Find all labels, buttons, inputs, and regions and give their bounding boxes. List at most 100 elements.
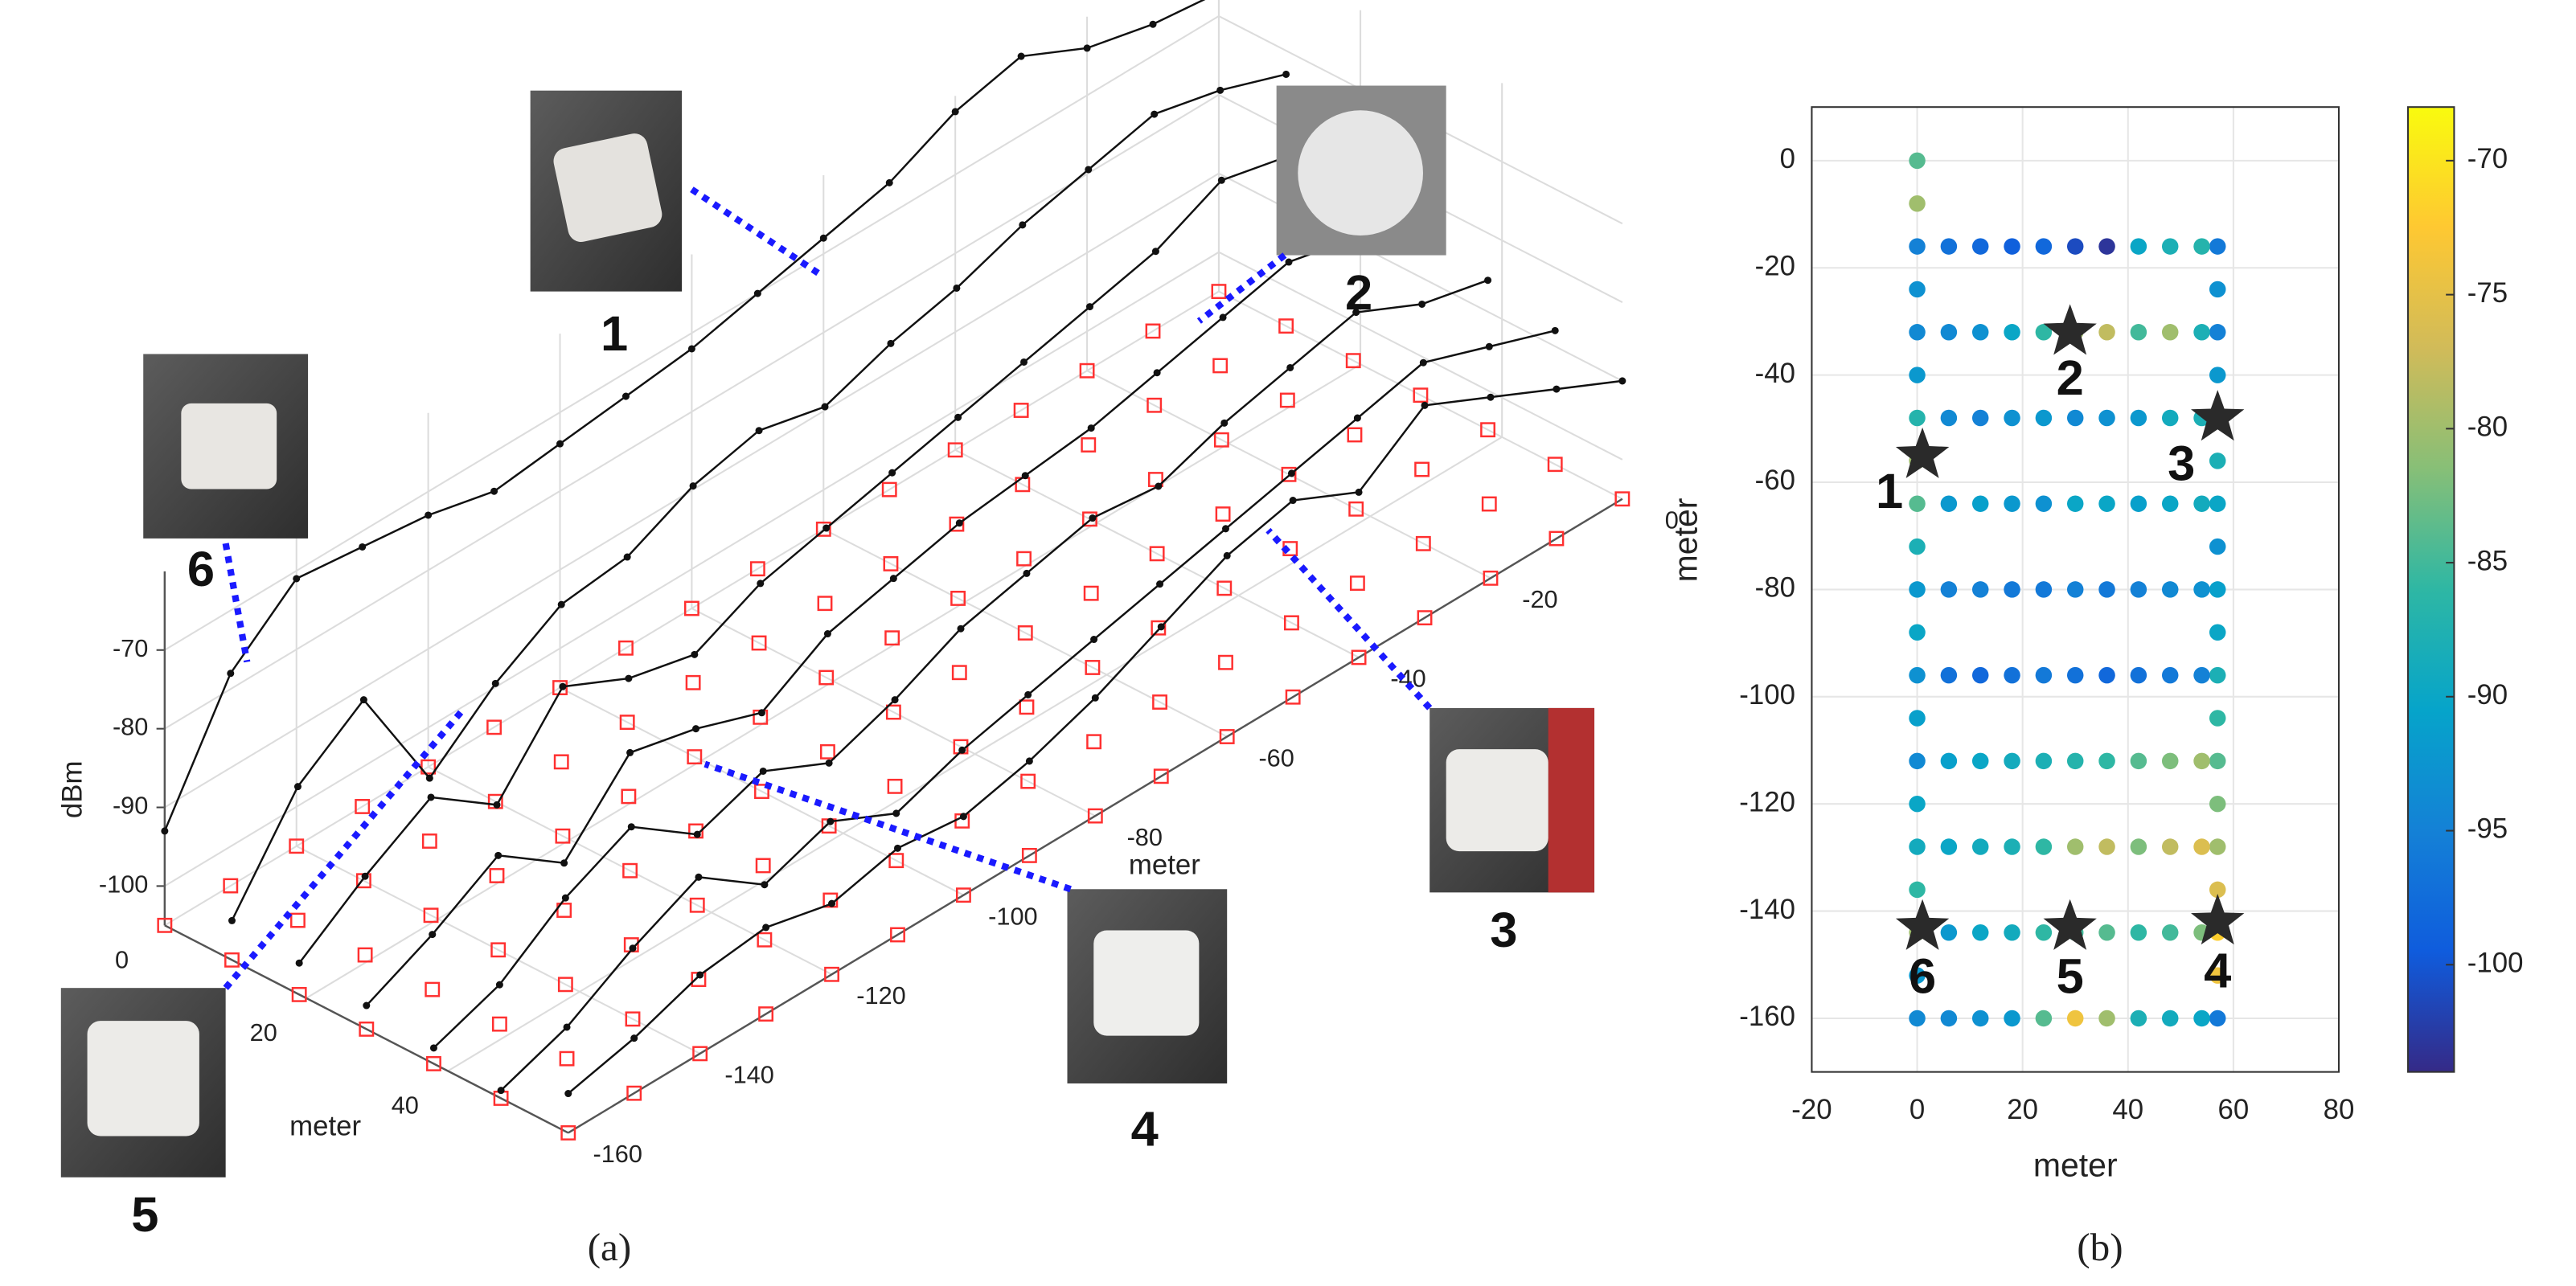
y-tick-label: -120 <box>856 981 905 1010</box>
point <box>2193 581 2210 598</box>
signal-point <box>1355 488 1363 496</box>
signal-point <box>958 746 966 754</box>
route-marker <box>621 788 637 805</box>
point <box>2209 453 2226 469</box>
signal-point <box>1484 276 1492 285</box>
point <box>1971 838 1989 855</box>
route-marker <box>1083 585 1099 601</box>
point <box>2193 1010 2210 1027</box>
antenna-label: 1 <box>601 306 628 362</box>
route-marker <box>557 977 573 993</box>
route-marker <box>224 952 240 968</box>
route-marker <box>559 1051 575 1067</box>
point <box>2161 924 2179 941</box>
signal-point <box>687 345 695 353</box>
route-marker <box>355 799 371 814</box>
signal-point <box>762 924 770 932</box>
signal-point <box>293 783 301 791</box>
z-tick-label: -90 <box>113 792 148 820</box>
y-tick-label: -160 <box>1739 1001 1795 1032</box>
point <box>2161 495 2179 512</box>
point <box>2130 752 2147 770</box>
signal-point <box>1487 393 1495 401</box>
route-marker <box>956 887 971 903</box>
signal-point <box>293 575 301 583</box>
point <box>1909 795 1926 813</box>
colorbar-tick-label: -90 <box>2467 679 2508 711</box>
signal-point <box>893 844 901 852</box>
signal-point <box>689 482 697 490</box>
point <box>2066 1010 2084 1027</box>
signal-point <box>228 916 236 924</box>
grid-line <box>1218 251 1623 461</box>
route-marker <box>884 630 900 646</box>
point <box>2004 666 2020 684</box>
signal-point <box>1091 694 1099 702</box>
antenna-star <box>2043 899 2097 950</box>
antenna-label: 1 <box>1876 464 1903 519</box>
route-marker <box>1414 461 1430 477</box>
signal-point <box>497 1087 505 1095</box>
route-marker <box>1086 734 1102 750</box>
route-marker <box>1081 437 1097 453</box>
colorbar-tick-label: -95 <box>2467 813 2508 845</box>
point <box>2035 1010 2053 1027</box>
y-tick-label: -120 <box>1739 786 1795 817</box>
route-marker <box>1415 535 1431 551</box>
route-marker <box>556 903 572 918</box>
route-marker <box>1079 362 1095 379</box>
point <box>2161 238 2179 255</box>
signal-point <box>1090 636 1098 644</box>
signal-point <box>755 427 763 435</box>
signal-point <box>828 899 836 907</box>
signal-point <box>621 392 630 400</box>
signal-point <box>695 873 703 881</box>
point <box>2035 581 2053 598</box>
grid-line <box>560 686 964 896</box>
route-marker <box>426 1055 441 1071</box>
route-marker <box>1279 392 1295 408</box>
point <box>1909 581 1926 598</box>
signal-point <box>691 650 699 658</box>
antenna-label: 3 <box>1490 903 1517 958</box>
route-marker <box>618 640 634 656</box>
point <box>1940 581 1958 598</box>
route-marker <box>1483 570 1499 586</box>
route-marker <box>1284 615 1299 631</box>
signal-point <box>885 178 893 186</box>
y-tick-label: -60 <box>1755 465 1795 496</box>
signal-point <box>757 580 765 588</box>
route-marker <box>1021 847 1037 863</box>
point <box>1909 195 1926 212</box>
signal-point <box>1087 424 1095 432</box>
point <box>1971 752 1989 770</box>
point <box>2098 324 2115 341</box>
point <box>2098 666 2115 684</box>
signal-point <box>1485 342 1493 350</box>
point <box>2004 924 2020 941</box>
arrow <box>690 186 826 280</box>
signal-point <box>625 674 633 682</box>
signal-point <box>495 981 503 989</box>
signal-point <box>626 748 634 756</box>
signal-point <box>429 931 437 939</box>
signal-point <box>493 801 501 809</box>
antenna-label: 4 <box>1131 1102 1159 1157</box>
route-marker <box>1347 427 1363 443</box>
point <box>2161 409 2179 427</box>
signal-point <box>957 625 965 633</box>
route-marker <box>1213 432 1229 448</box>
plot-frame <box>1811 106 2340 1073</box>
y-tick-label: -40 <box>1755 358 1795 389</box>
signal-point <box>1223 551 1231 559</box>
point <box>2161 752 2179 770</box>
point <box>1909 881 1926 899</box>
signal-point <box>1025 757 1033 765</box>
point <box>2130 409 2147 427</box>
signal-line <box>365 221 1421 1006</box>
point <box>1971 581 1989 598</box>
signal-point <box>1221 525 1230 533</box>
grid-line <box>691 608 1096 817</box>
signal-point <box>427 793 435 801</box>
point <box>2098 838 2115 855</box>
